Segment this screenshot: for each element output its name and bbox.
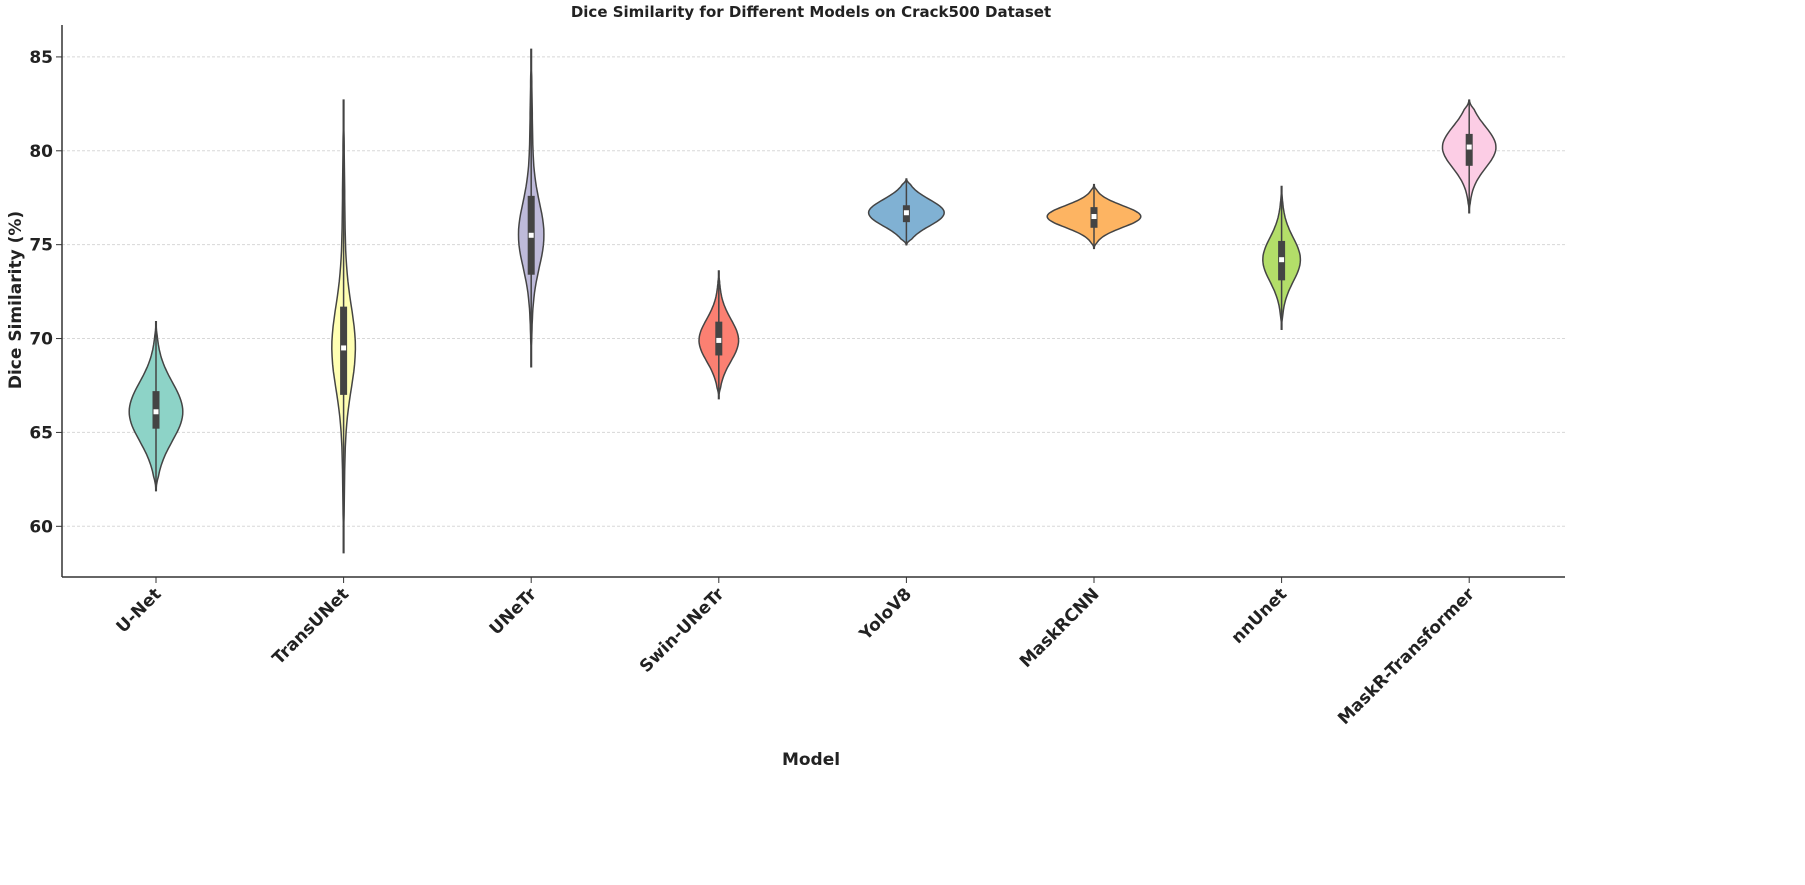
median-marker — [903, 210, 909, 216]
iqr-box — [1465, 133, 1473, 166]
x-tick-label: Swin-UNeTr — [636, 584, 729, 677]
median-marker — [716, 337, 722, 343]
median-marker — [341, 345, 347, 351]
y-tick-label: 80 — [29, 142, 53, 162]
x-tick-label: MaskR-Transformer — [1334, 584, 1479, 729]
x-tick-label: nnUnet — [1228, 584, 1291, 647]
median-marker — [1091, 214, 1097, 220]
median-marker — [153, 409, 159, 415]
x-tick-label: UNeTr — [486, 584, 541, 639]
median-marker — [1466, 144, 1472, 150]
x-tick-label: U-Net — [113, 584, 166, 637]
y-tick-label: 65 — [29, 423, 53, 443]
median-marker — [1279, 257, 1285, 263]
x-axis-label: Model — [782, 750, 840, 770]
y-tick-label: 75 — [29, 236, 53, 256]
x-tick-label: MaskRCNN — [1016, 584, 1104, 672]
y-tick-label: 70 — [29, 330, 53, 350]
median-marker — [528, 232, 534, 238]
iqr-box — [340, 306, 348, 395]
y-axis-label: Dice Similarity (%) — [6, 211, 26, 389]
x-tick-label: TransUNet — [269, 584, 353, 668]
x-tick-label: YoloV8 — [855, 584, 916, 645]
y-tick-label: 85 — [29, 48, 53, 68]
chart-title: Dice Similarity for Different Models on … — [571, 3, 1051, 21]
y-tick-label: 60 — [29, 517, 53, 537]
